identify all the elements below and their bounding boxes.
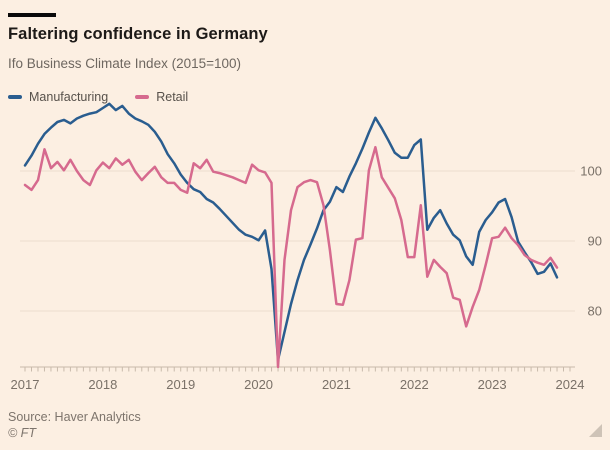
series-line-manufacturing [23,102,559,362]
corner-resize-icon [589,424,602,437]
ft-copyright: © FT [8,426,36,440]
y-tick-label: 90 [588,234,602,249]
source-note: Source: Haver Analytics [8,410,141,424]
x-tick-label: 2017 [11,377,40,392]
legend-label: Retail [156,90,189,104]
x-tick-label: 2018 [88,377,117,392]
x-tick-label: 2020 [244,377,273,392]
x-tick-label: 2019 [166,377,195,392]
chart-legend: Manufacturing Retail [8,90,188,104]
legend-label: Manufacturing [29,90,109,104]
legend-swatch [8,95,22,99]
x-tick-label: 2023 [478,377,507,392]
y-tick-label: 80 [588,304,602,319]
y-tick-label: 100 [580,164,602,179]
series-line-retail [23,145,559,369]
chart-title: Faltering confidence in Germany [8,25,268,43]
accent-bar [8,13,56,17]
x-tick-label: 2021 [322,377,351,392]
x-tick-label: 2022 [400,377,429,392]
legend-item-manufacturing: Manufacturing [8,90,108,104]
legend-swatch [135,95,150,99]
chart-subtitle: Ifo Business Climate Index (2015=100) [8,56,242,71]
x-tick-label: 2024 [556,377,585,392]
legend-item-retail: Retail [135,90,188,104]
